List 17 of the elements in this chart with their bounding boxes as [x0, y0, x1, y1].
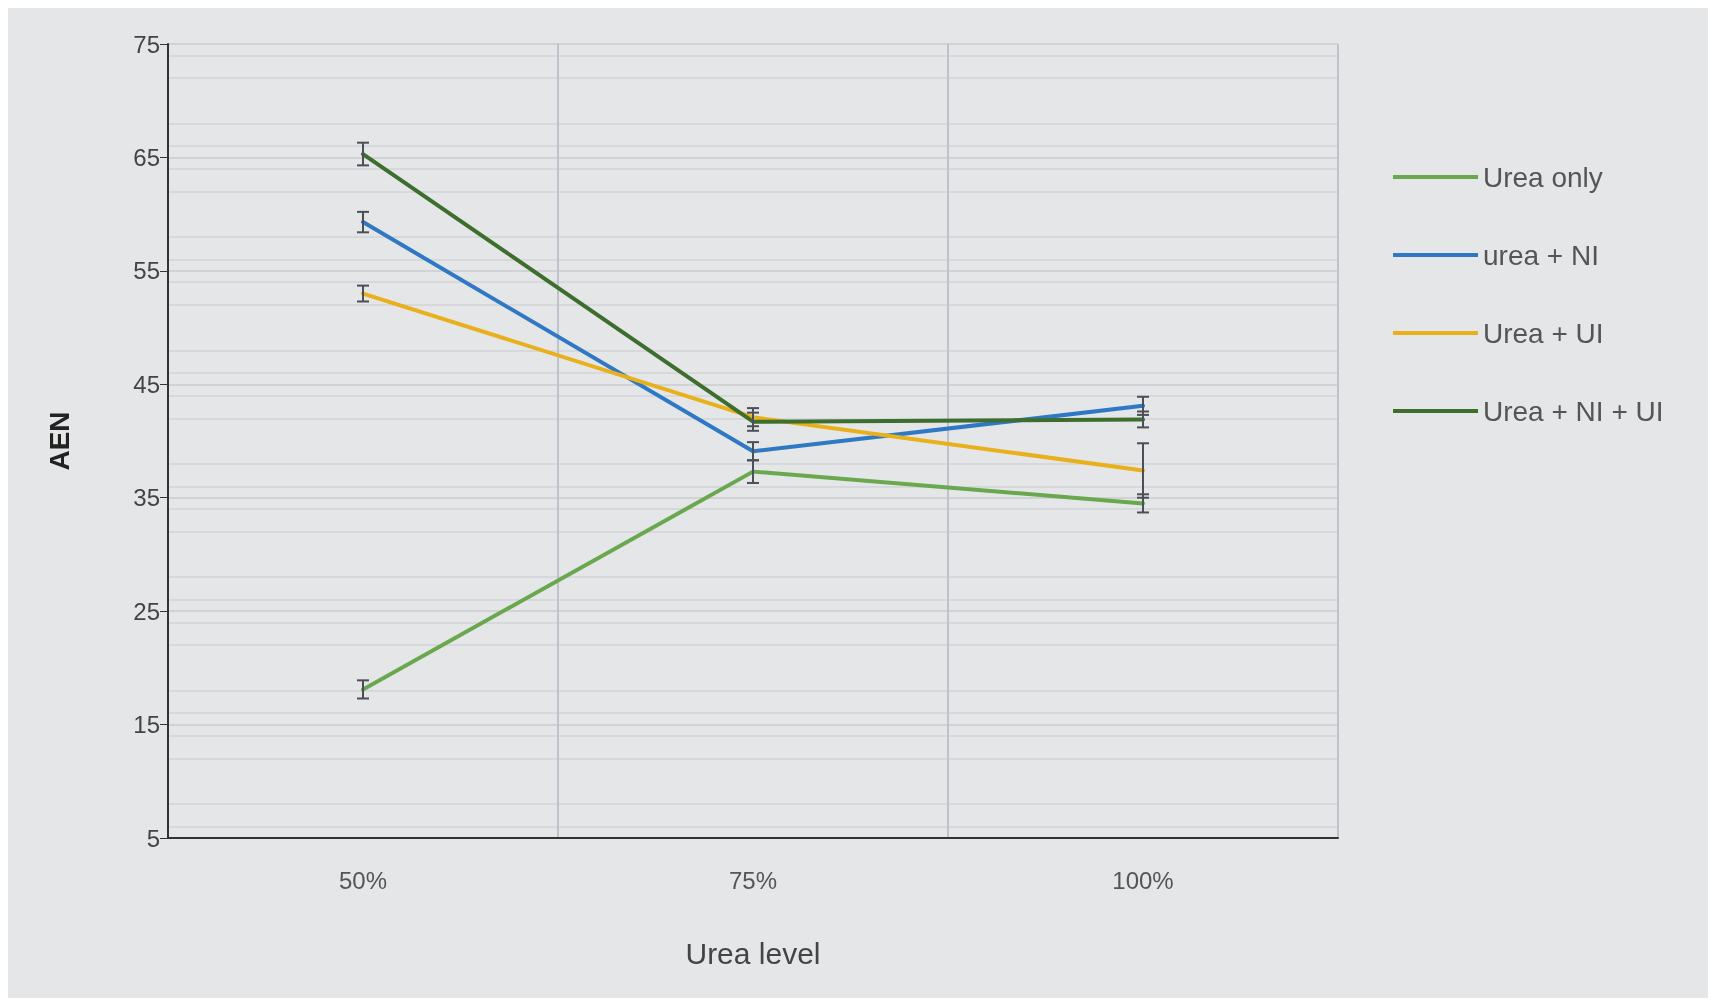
y-tick-label: 45	[133, 370, 160, 398]
x-tick-label: 100%	[1112, 866, 1174, 894]
legend-label: Urea + UI	[1483, 317, 1604, 349]
x-tick-label: 75%	[728, 866, 778, 894]
y-tick-label: 55	[133, 257, 160, 285]
y-tick-label: 15	[133, 711, 160, 739]
y-tick-label: 35	[133, 484, 160, 512]
legend-label: Urea only	[1483, 161, 1603, 193]
y-tick-label: 65	[133, 143, 160, 171]
legend-label: Urea + NI + UI	[1483, 395, 1664, 427]
x-tick-label: 50%	[338, 866, 388, 894]
y-tick-label: 75	[133, 30, 160, 58]
y-tick-label: 25	[133, 597, 160, 625]
y-axis-title: AEN	[43, 411, 75, 471]
y-tick-label: 5	[146, 824, 160, 852]
x-axis-title: Urea level	[685, 936, 821, 970]
legend-label: urea + NI	[1483, 239, 1599, 271]
